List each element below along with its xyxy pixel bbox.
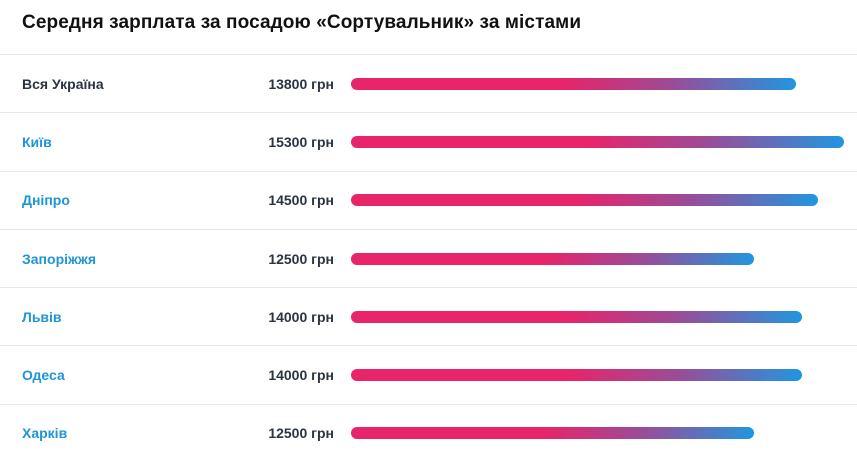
bar-track	[351, 194, 844, 207]
bar	[351, 194, 818, 207]
chart-row: Київ 15300 грн	[0, 112, 857, 170]
category-label[interactable]: Одеса	[22, 367, 65, 384]
bar	[351, 252, 754, 265]
bar	[351, 310, 802, 323]
category-label: Вся Україна	[22, 75, 104, 92]
value-label: 14000 грн	[268, 367, 334, 384]
value-label: 15300 грн	[268, 133, 334, 150]
bar-track	[351, 427, 844, 440]
category-label[interactable]: Запоріжжя	[22, 250, 97, 267]
value-label: 12500 грн	[268, 425, 334, 442]
category-label[interactable]: Дніпро	[22, 192, 70, 209]
chart-row: Одеса 14000 грн	[0, 345, 857, 403]
chart-row: Львів 14000 грн	[0, 287, 857, 345]
chart-title: Середня зарплата за посадою «Сортувальни…	[22, 12, 582, 33]
category-label[interactable]: Харків	[22, 425, 68, 442]
bar	[351, 77, 796, 90]
category-label[interactable]: Львів	[22, 308, 62, 325]
chart-row: Вся Україна 13800 грн	[0, 54, 857, 112]
value-label: 14000 грн	[268, 308, 334, 325]
value-label: 14500 грн	[268, 192, 334, 209]
chart-rows: Вся Україна 13800 грн Київ 15300 грн Дніпро 1…	[0, 54, 857, 458]
bar	[351, 135, 844, 148]
category-label[interactable]: Київ	[22, 133, 52, 150]
bar	[351, 369, 802, 382]
chart-row: Харків 12500 грн	[0, 403, 857, 458]
bar-track	[351, 135, 844, 148]
bar-track	[351, 252, 844, 265]
value-label: 13800 грн	[268, 75, 334, 92]
bar-track	[351, 369, 844, 382]
bar-track	[351, 77, 844, 90]
bar-track	[351, 310, 844, 323]
chart-row: Дніпро 14500 грн	[0, 170, 857, 229]
bar	[351, 427, 754, 440]
chart-row: Запоріжжя 12500 грн	[0, 228, 857, 287]
value-label: 12500 грн	[268, 250, 334, 267]
